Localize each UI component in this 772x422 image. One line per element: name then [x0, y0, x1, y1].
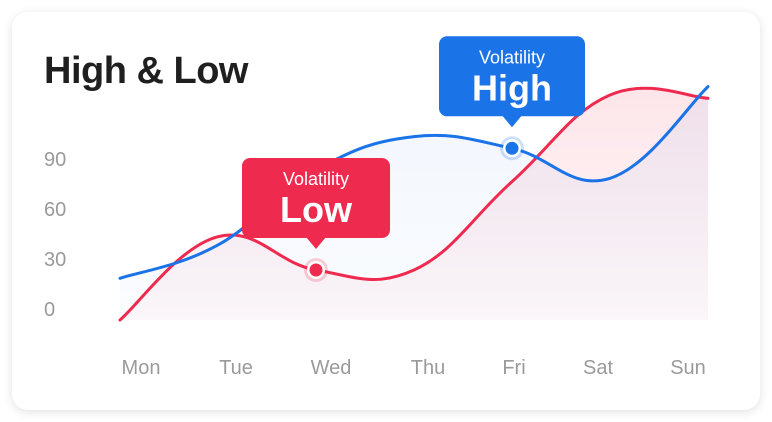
- low-point[interactable]: [310, 263, 323, 276]
- y-tick-label: 90: [44, 149, 66, 171]
- high-tooltip-pointer: [502, 115, 522, 127]
- x-tick-label: Thu: [411, 357, 445, 379]
- x-tick-label: Mon: [122, 357, 161, 379]
- x-tick-label: Wed: [311, 357, 352, 379]
- x-tick-label: Fri: [502, 357, 525, 379]
- low-tooltip-label: Volatility: [283, 169, 349, 189]
- low-tooltip-value: Low: [280, 189, 353, 230]
- high-point[interactable]: [506, 142, 519, 155]
- y-tick-label: 0: [44, 299, 55, 321]
- high-tooltip-value: High: [472, 67, 552, 108]
- x-tick-label: Sun: [670, 357, 706, 379]
- x-tick-label: Sat: [583, 357, 613, 379]
- y-tick-label: 30: [44, 249, 66, 271]
- high-tooltip-label: Volatility: [479, 47, 545, 67]
- x-tick-label: Tue: [219, 357, 253, 379]
- y-tick-label: 60: [44, 199, 66, 221]
